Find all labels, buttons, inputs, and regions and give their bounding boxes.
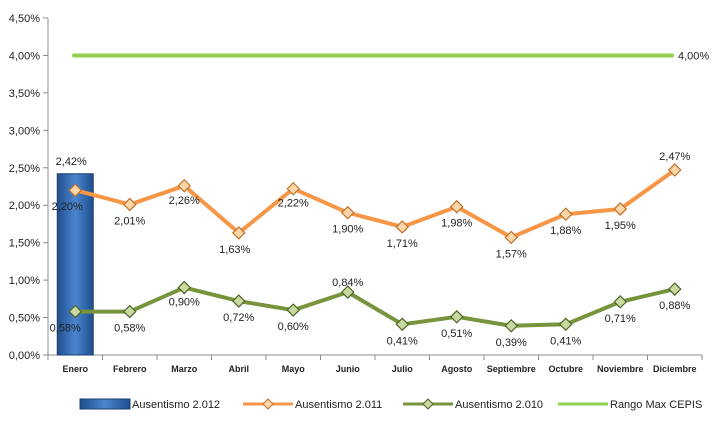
x-tick-label: Febrero xyxy=(113,364,147,374)
series-marker-1 xyxy=(667,163,682,177)
series-marker-1 xyxy=(286,181,301,196)
x-tick-label: Octubre xyxy=(548,364,583,374)
y-tick-label: 0,00% xyxy=(9,350,40,362)
data-label-series-2: 0,60% xyxy=(278,321,309,333)
data-label-series-1: 2,26% xyxy=(169,195,200,207)
series-marker-1 xyxy=(231,226,246,240)
x-tick-label: Septiembre xyxy=(487,364,536,374)
legend-swatch-marker xyxy=(422,398,434,410)
series-marker-1 xyxy=(504,230,519,245)
series-line-2 xyxy=(73,285,677,328)
legend-label: Rango Max CEPIS xyxy=(610,399,702,411)
data-label-series-3: 4,00% xyxy=(678,50,709,62)
series-marker-1 xyxy=(613,202,628,216)
data-label-series-2: 0,41% xyxy=(387,335,418,347)
series-marker-1 xyxy=(122,197,137,212)
x-tick-label: Mayo xyxy=(282,364,306,374)
y-tick-label: 4,50% xyxy=(9,13,40,25)
data-labels: 2,42% 2,20% 2,01% 2,26% 1,63% 2,22% 1,90% 1,71%… xyxy=(50,50,710,348)
x-tick-label: Agosto xyxy=(441,364,472,374)
y-tick-label: 1,50% xyxy=(9,238,40,250)
data-label-series-1: 2,22% xyxy=(278,198,309,210)
axes: 0,00% 0,50% 1,00% 1,50% 2,00% 2,50% 3,00% 3,50%… xyxy=(9,13,703,374)
legend-label: Ausentismo 2.010 xyxy=(455,399,543,411)
data-label-series-1: 1,57% xyxy=(496,248,527,260)
bar-ausentismo-2012 xyxy=(56,173,94,356)
series-marker-1 xyxy=(558,207,573,222)
legend-swatch-bar xyxy=(79,398,131,410)
series-line-1 xyxy=(73,168,677,240)
data-label-series-1: 1,90% xyxy=(332,224,363,236)
data-label-series-2: 0,58% xyxy=(50,323,81,335)
data-label-series-2: 0,39% xyxy=(496,337,527,349)
y-tick-label: 2,00% xyxy=(9,200,40,212)
x-tick-label: Diciembre xyxy=(653,364,697,374)
data-label-series-2: 0,71% xyxy=(605,313,636,325)
data-label-series-1: 2,01% xyxy=(114,215,145,227)
data-label-series-1: 2,20% xyxy=(52,201,83,213)
series-marker-1 xyxy=(177,178,192,193)
x-tick-label: Enero xyxy=(62,364,88,374)
legend-label: Ausentismo 2.012 xyxy=(132,399,220,411)
series-marker-2 xyxy=(231,294,246,308)
x-tick-label: Noviembre xyxy=(597,364,644,374)
x-tick-label: Junio xyxy=(336,364,361,374)
y-tick-label: 4,00% xyxy=(9,50,40,62)
series-marker-1 xyxy=(395,220,410,234)
series-marker-2 xyxy=(122,304,137,319)
series-marker-2 xyxy=(68,304,83,319)
series-marker-2 xyxy=(504,318,519,333)
series-marker-2 xyxy=(613,294,628,309)
series-marker-2 xyxy=(449,309,464,324)
data-label-series-1: 1,63% xyxy=(219,244,250,256)
y-tick-label: 0,50% xyxy=(9,313,40,325)
y-tick-label: 3,50% xyxy=(9,88,40,100)
data-label-series-1: 1,88% xyxy=(550,225,581,237)
data-label-series-2: 0,58% xyxy=(114,323,145,335)
series-marker-2 xyxy=(177,280,192,295)
bars xyxy=(56,173,94,356)
y-tick-label: 3,00% xyxy=(9,125,40,137)
legend-label: Ausentismo 2.011 xyxy=(295,399,382,411)
series-marker-2 xyxy=(340,285,355,299)
x-tick-label: Abril xyxy=(228,364,249,374)
y-tick-label: 2,50% xyxy=(9,163,40,175)
data-label-series-2: 0,72% xyxy=(223,312,254,324)
series-marker-2 xyxy=(286,303,301,317)
data-label-series-2: 0,51% xyxy=(441,328,472,340)
data-label-series-1: 1,98% xyxy=(441,218,472,230)
series-marker-1 xyxy=(340,205,355,220)
data-label-series-1: 2,47% xyxy=(659,151,690,163)
x-tick-label: Marzo xyxy=(171,364,198,374)
series-marker-2 xyxy=(667,282,682,296)
legend-swatch-marker xyxy=(262,398,274,410)
series-marker-2 xyxy=(395,317,410,332)
lines xyxy=(68,53,682,333)
data-label-series-2: 0,90% xyxy=(169,297,200,309)
x-tick-label: Julio xyxy=(392,364,414,374)
y-tick-label: 1,00% xyxy=(9,275,40,287)
data-label-series-2: 0,84% xyxy=(332,277,363,289)
data-label-2012: 2,42% xyxy=(56,156,87,168)
series-marker-2 xyxy=(558,317,573,332)
series-marker-1 xyxy=(449,199,464,214)
series-marker-1 xyxy=(68,183,83,198)
data-label-series-1: 1,95% xyxy=(605,220,636,232)
legend: Ausentismo 2.012 Ausentismo 2.011 Ausentis… xyxy=(79,398,702,411)
data-label-series-2: 0,88% xyxy=(659,300,690,312)
data-label-series-2: 0,41% xyxy=(550,335,581,347)
data-label-series-1: 1,71% xyxy=(387,238,418,250)
